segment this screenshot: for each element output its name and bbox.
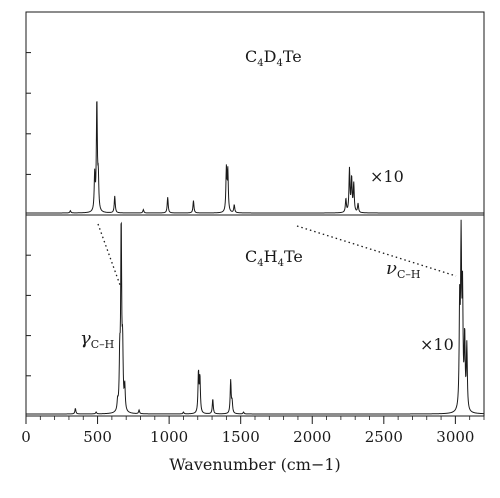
bottom-panel-ticks [26,254,31,377]
top-panel-label: C4D4Te [245,47,302,69]
x-tick-label-2000: 2000 [293,428,331,446]
top-multiplier-label: ×10 [370,167,404,186]
x-tick-labels: 0 500 1000 1500 2000 2500 3000 [21,428,474,446]
x-tick-label-1000: 1000 [150,428,188,446]
x-tick-label-3000: 3000 [436,428,474,446]
top-spectrum-trace [26,101,484,214]
nu-guide-dotted-line [296,225,457,277]
top-panel: C4D4Te ×10 [25,11,485,216]
bottom-panel-frame [25,214,485,417]
bottom-spectrum-trace [26,219,485,415]
x-axis-title: Wavenumber (cm−1) [169,455,341,474]
x-tick-label-2500: 2500 [365,428,403,446]
nu-ch-annotation: νC–H [386,258,420,281]
bottom-panel-label: C4H4Te [245,247,303,269]
gamma-guide-dotted-line [97,223,121,286]
x-tick-label-1500: 1500 [222,428,260,446]
bottom-multiplier-label: ×10 [420,335,454,354]
bottom-panel: C4H4Te ×10 γC–H νC–H [25,214,485,417]
gamma-ch-annotation: γC–H [80,328,114,351]
x-axis-ticks [25,416,485,424]
x-tick-label-0: 0 [21,428,31,446]
top-panel-ticks [26,52,31,175]
x-tick-label-500: 500 [83,428,112,446]
